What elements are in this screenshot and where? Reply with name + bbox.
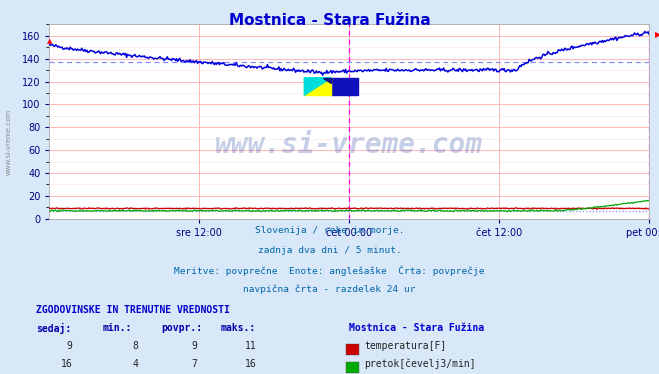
Text: navpična črta - razdelek 24 ur: navpična črta - razdelek 24 ur <box>243 285 416 294</box>
Text: 16: 16 <box>245 359 257 369</box>
Text: min.:: min.: <box>102 323 132 333</box>
Bar <box>304 78 331 95</box>
Text: www.si-vreme.com: www.si-vreme.com <box>5 109 12 175</box>
Text: Mostnica - Stara Fužina: Mostnica - Stara Fužina <box>229 13 430 28</box>
Text: Slovenija / reke in morje.: Slovenija / reke in morje. <box>255 226 404 235</box>
Text: pretok[čevelj3/min]: pretok[čevelj3/min] <box>364 359 476 369</box>
Text: 16: 16 <box>61 359 72 369</box>
Text: 4: 4 <box>132 359 138 369</box>
Text: maks.:: maks.: <box>221 323 256 333</box>
Text: ▲: ▲ <box>47 39 52 45</box>
Text: 9: 9 <box>192 341 198 351</box>
Text: temperatura[F]: temperatura[F] <box>364 341 447 351</box>
Polygon shape <box>323 78 331 83</box>
Text: www.si-vreme.com: www.si-vreme.com <box>215 131 483 159</box>
Text: ZGODOVINSKE IN TRENUTNE VREDNOSTI: ZGODOVINSKE IN TRENUTNE VREDNOSTI <box>36 305 230 315</box>
Text: ▶: ▶ <box>655 30 659 39</box>
Text: sedaj:: sedaj: <box>36 323 71 334</box>
Text: 7: 7 <box>192 359 198 369</box>
Text: povpr.:: povpr.: <box>161 323 202 333</box>
Bar <box>331 78 358 95</box>
Text: 9: 9 <box>67 341 72 351</box>
Text: Meritve: povprečne  Enote: anglešaške  Črta: povprečje: Meritve: povprečne Enote: anglešaške Črt… <box>174 265 485 276</box>
Text: Mostnica - Stara Fužina: Mostnica - Stara Fužina <box>349 323 484 333</box>
Text: 8: 8 <box>132 341 138 351</box>
Text: zadnja dva dni / 5 minut.: zadnja dva dni / 5 minut. <box>258 246 401 255</box>
Text: 11: 11 <box>245 341 257 351</box>
Polygon shape <box>304 78 331 95</box>
